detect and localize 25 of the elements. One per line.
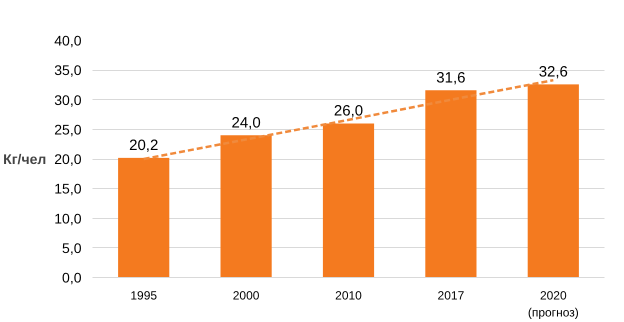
y-tick-label: 0,0 — [62, 270, 82, 286]
bar — [118, 158, 170, 278]
bar — [322, 123, 374, 278]
x-tick-label: 1995 — [130, 288, 158, 302]
data-label: 31,6 — [436, 69, 466, 86]
y-tick-label: 15,0 — [54, 180, 82, 197]
data-label: 20,2 — [129, 136, 158, 154]
y-tick-label: 40,0 — [54, 32, 82, 48]
x-tick-label: 2000 — [232, 288, 260, 302]
x-tick-label: 2010 — [335, 288, 362, 302]
y-tick-label: 20,0 — [54, 151, 82, 167]
y-tick-label: 35,0 — [54, 62, 82, 78]
x-tick-label: 2020 (прогноз) — [528, 288, 579, 320]
data-label: 24,0 — [232, 114, 261, 132]
bar — [425, 90, 476, 278]
bar — [220, 135, 272, 278]
y-tick-label: 10,0 — [54, 210, 82, 226]
y-tick-label: 5,0 — [62, 240, 82, 256]
y-tick-label: 30,0 — [54, 92, 82, 108]
y-tick-label: 25,0 — [54, 121, 82, 138]
x-tick-label: 2017 — [438, 288, 465, 302]
bar — [528, 84, 579, 278]
data-label: 26,0 — [334, 102, 364, 120]
data-label: 32,6 — [538, 63, 568, 80]
y-axis-title: Кг/чел — [3, 151, 46, 167]
